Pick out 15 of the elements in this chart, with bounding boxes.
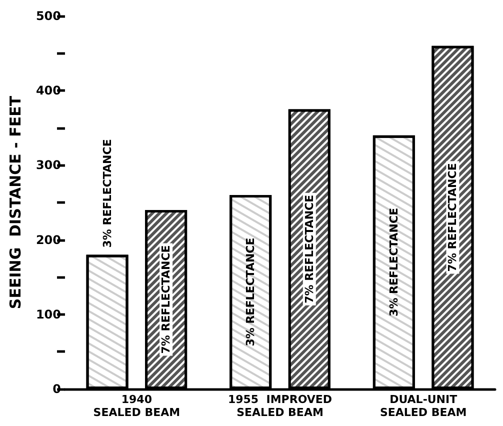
y-tick-label: 100 bbox=[36, 307, 61, 322]
y-tick-label: 400 bbox=[36, 84, 61, 98]
y-tick-label: 500 bbox=[36, 9, 61, 23]
y-tick-label: 300 bbox=[36, 158, 61, 172]
y-tick-label: 200 bbox=[36, 232, 61, 247]
series-label: 7% REFLECTANCE bbox=[160, 245, 173, 354]
text: 3% REFLECTANCE bbox=[244, 238, 258, 346]
text: 3% REFLECTANCE bbox=[387, 208, 400, 316]
text: 7% REFLECTANCE bbox=[302, 194, 316, 304]
x-tick-label: 1955 IMPROVED SEALED BEAM bbox=[228, 393, 332, 419]
text: 7% REFLECTANCE bbox=[446, 163, 460, 272]
x-tick-label: 1940 SEALED BEAM bbox=[93, 393, 180, 419]
text: 3% REFLECTANCE bbox=[100, 139, 114, 248]
y-axis-title: SEEING DISTANCE - FEET bbox=[6, 95, 24, 310]
x-tick-label: DUAL-UNIT SEALED BEAM bbox=[380, 393, 467, 419]
